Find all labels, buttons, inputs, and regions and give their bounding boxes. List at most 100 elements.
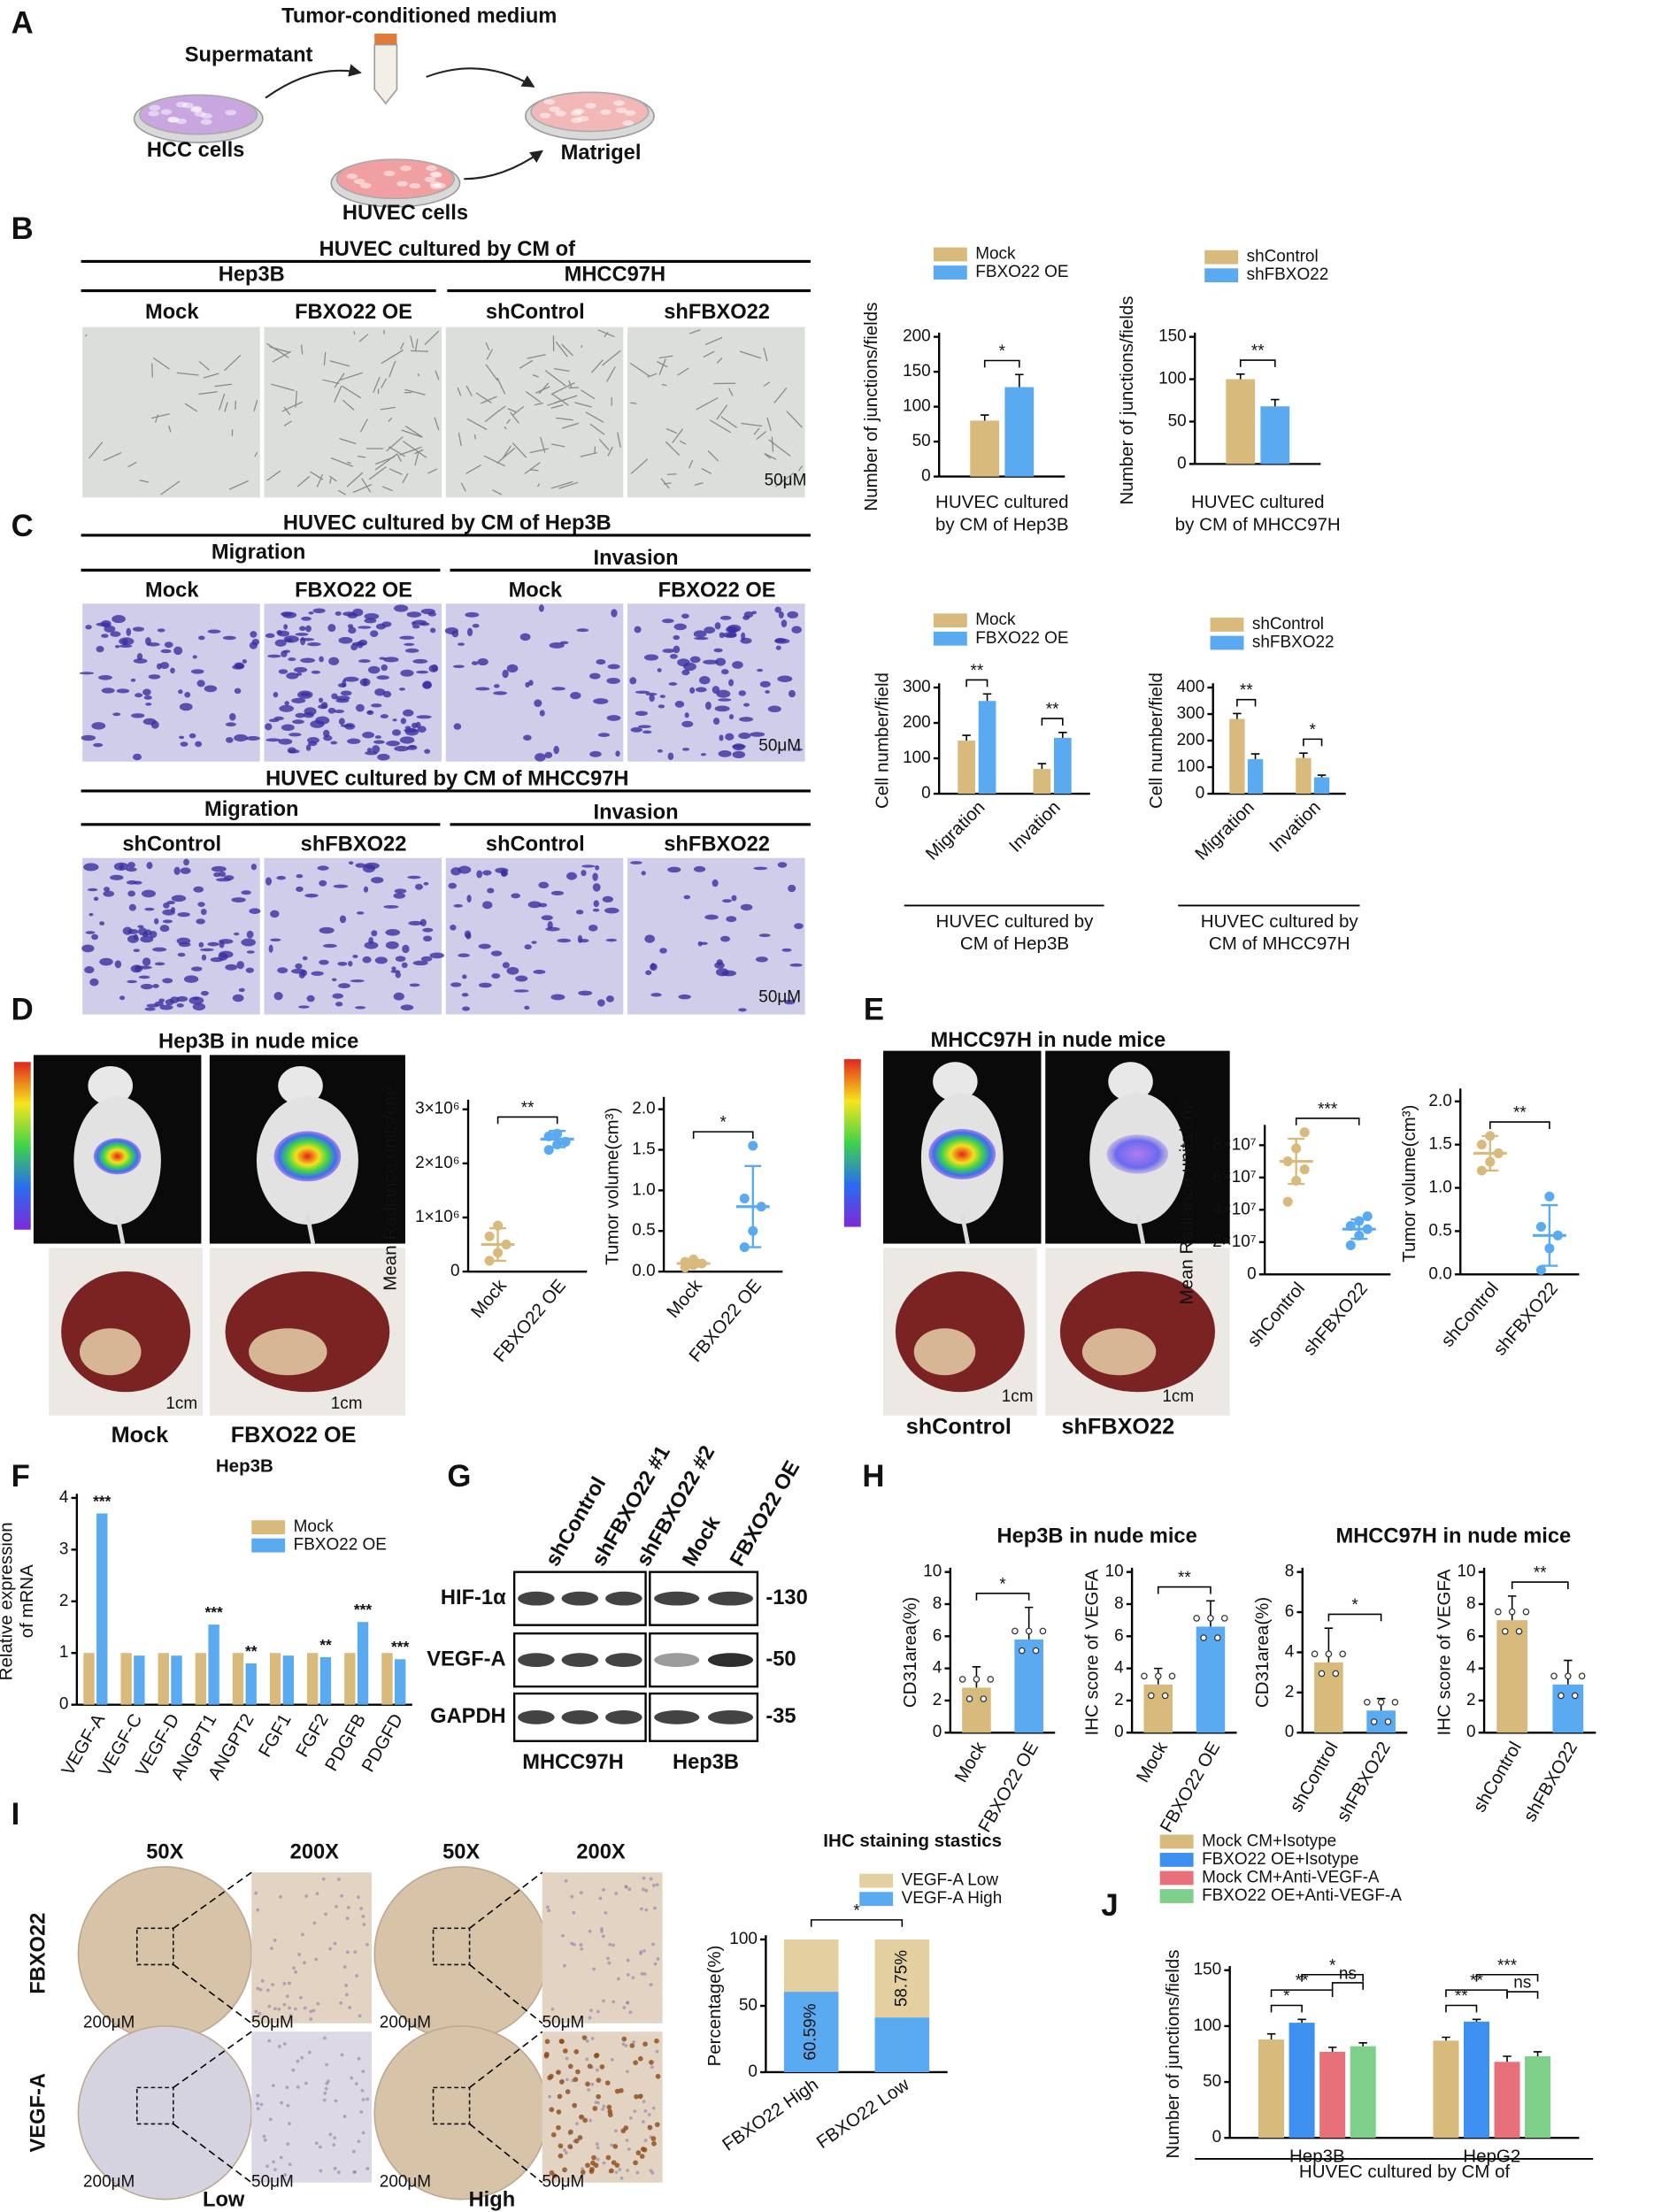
nucleus bbox=[312, 2008, 316, 2013]
stained-cell bbox=[732, 744, 746, 749]
stained-cell bbox=[300, 692, 311, 696]
stained-cell bbox=[294, 666, 308, 673]
signal bbox=[1106, 1134, 1169, 1174]
stained-cell bbox=[678, 994, 691, 1000]
stained-cell bbox=[674, 700, 685, 708]
y-tick-label: 0 bbox=[921, 467, 931, 486]
label: MHCC97H bbox=[565, 263, 665, 286]
nucleus bbox=[304, 2081, 308, 2085]
stained-cell bbox=[84, 966, 95, 974]
legend-swatch bbox=[1159, 1834, 1194, 1849]
legend-swatch bbox=[1159, 1870, 1194, 1886]
nucleus bbox=[365, 2167, 370, 2170]
stained-cell bbox=[284, 701, 289, 706]
error-bar bbox=[1327, 2047, 1337, 2052]
label: FBXO22 bbox=[27, 1913, 50, 1994]
stained-cell bbox=[238, 987, 245, 993]
nucleus bbox=[622, 2006, 627, 2009]
nucleus bbox=[564, 2151, 568, 2155]
stained-cell bbox=[344, 723, 356, 730]
stained-cell bbox=[408, 745, 417, 749]
stained-cell bbox=[171, 895, 187, 902]
rule bbox=[173, 1963, 252, 2024]
tumor bbox=[913, 1328, 976, 1376]
nucleus bbox=[280, 2101, 283, 2105]
stained-cell bbox=[759, 680, 771, 687]
label: Mock bbox=[145, 301, 199, 324]
y-tick-label: 50 bbox=[1168, 411, 1187, 430]
cell-tube bbox=[340, 372, 363, 381]
label: HUVEC cultured by CM of Hep3B bbox=[283, 512, 612, 535]
stain bbox=[621, 2036, 627, 2042]
stained-cell bbox=[141, 889, 156, 898]
nucleus bbox=[334, 2099, 338, 2103]
stain bbox=[649, 2060, 654, 2065]
legend-label: VEGF-A High bbox=[902, 1889, 1003, 1908]
stained-cell bbox=[276, 875, 287, 880]
cell-tube bbox=[485, 342, 490, 350]
x-tick-label: Invation bbox=[1005, 797, 1065, 856]
stained-cell bbox=[234, 662, 244, 669]
stained-cell bbox=[368, 665, 381, 674]
nucleus bbox=[258, 1987, 263, 1992]
cell-tube bbox=[527, 354, 546, 359]
label: shControl bbox=[122, 833, 221, 856]
stained-cell bbox=[231, 897, 246, 902]
y-tick-label: 4 bbox=[933, 1659, 942, 1678]
nucleus bbox=[273, 2168, 277, 2172]
cell-tube bbox=[139, 479, 149, 483]
stained-cell bbox=[506, 664, 519, 673]
stained-cell bbox=[650, 993, 662, 997]
nucleus bbox=[608, 1942, 612, 1947]
significance-label: ** bbox=[970, 662, 983, 680]
stain bbox=[599, 2064, 605, 2070]
y-tick-label: 100 bbox=[729, 1930, 758, 1948]
stained-cell bbox=[207, 629, 221, 634]
stained-cell bbox=[642, 730, 652, 734]
nucleus bbox=[585, 2057, 589, 2062]
cell-tube bbox=[337, 489, 346, 495]
nucleus bbox=[309, 2009, 313, 2014]
stain bbox=[543, 2051, 550, 2057]
stained-cell bbox=[133, 658, 148, 664]
stained-cell bbox=[732, 661, 743, 669]
error-bar bbox=[1442, 2036, 1450, 2041]
stained-cell bbox=[635, 690, 650, 695]
label: 200μM bbox=[380, 2014, 431, 2032]
nucleus bbox=[656, 1957, 660, 1961]
stained-cell bbox=[527, 901, 542, 909]
stained-cell bbox=[404, 648, 419, 653]
cell-tube bbox=[537, 483, 541, 488]
cell-tube bbox=[756, 431, 766, 440]
stained-cell bbox=[296, 886, 304, 893]
stained-cell bbox=[241, 938, 257, 947]
nucleus bbox=[643, 2109, 648, 2113]
nucleus bbox=[333, 1941, 337, 1946]
stain bbox=[549, 2107, 555, 2113]
nucleus bbox=[614, 1892, 619, 1895]
nucleus bbox=[271, 1983, 275, 1986]
label: 1cm bbox=[331, 1394, 363, 1413]
cell-tube bbox=[184, 403, 198, 412]
cell-tube bbox=[629, 362, 650, 377]
data-point bbox=[748, 1141, 758, 1151]
stained-cell bbox=[645, 692, 658, 696]
stained-cell bbox=[348, 960, 353, 967]
cell-tube bbox=[510, 411, 519, 424]
stained-cell bbox=[478, 982, 492, 988]
stained-cell bbox=[593, 900, 600, 908]
rule bbox=[469, 1871, 543, 1929]
stained-cell bbox=[774, 606, 781, 613]
cell-tube bbox=[716, 357, 723, 364]
cell-tube bbox=[254, 451, 258, 457]
stained-cell bbox=[533, 969, 546, 974]
stained-cell bbox=[788, 884, 796, 893]
micrograph bbox=[445, 603, 624, 762]
nucleus bbox=[300, 2055, 304, 2060]
stained-cell bbox=[689, 656, 701, 664]
cell-tube bbox=[506, 419, 511, 425]
stained-cell bbox=[133, 949, 140, 953]
stained-cell bbox=[81, 944, 95, 953]
nucleus bbox=[353, 2170, 357, 2174]
